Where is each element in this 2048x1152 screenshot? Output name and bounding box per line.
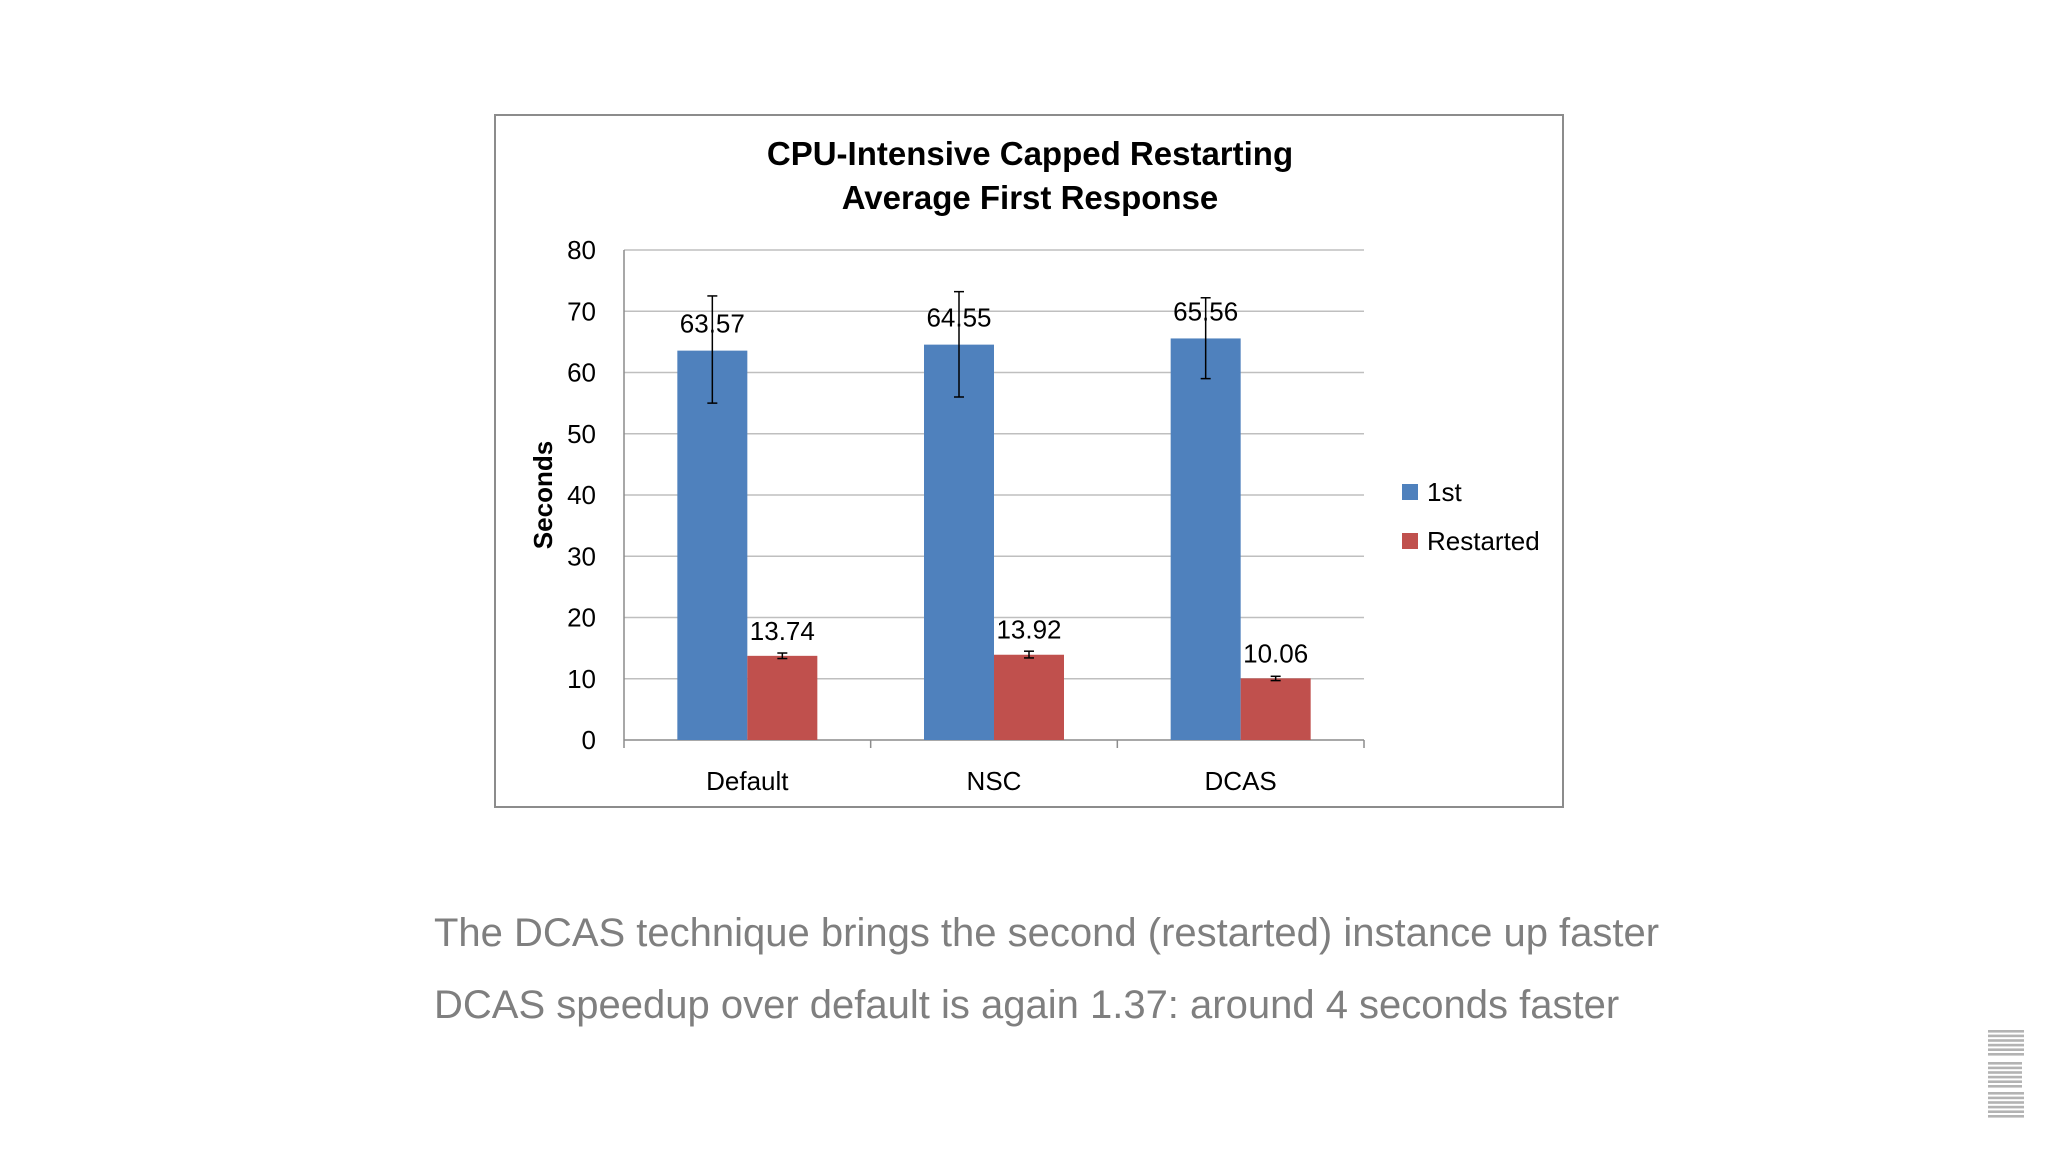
caption-line-2: DCAS speedup over default is again 1.37:… bbox=[434, 983, 1620, 1027]
ibm-logo bbox=[1988, 1030, 2024, 1118]
y-tick-label: 70 bbox=[567, 296, 596, 326]
logo-stripe bbox=[1988, 1101, 2024, 1104]
y-axis-label: Seconds bbox=[528, 441, 558, 549]
bar-restarted-nsc bbox=[994, 654, 1064, 740]
logo-stripe bbox=[1988, 1096, 2024, 1100]
logo-stripe bbox=[1988, 1062, 2022, 1065]
data-label: 13.92 bbox=[996, 615, 1061, 645]
x-tick-label: DCAS bbox=[1205, 766, 1277, 796]
data-label: 64.55 bbox=[926, 303, 991, 333]
logo-stripe bbox=[1988, 1071, 2022, 1074]
x-tick-label: Default bbox=[706, 766, 789, 796]
logo-stripe bbox=[1988, 1075, 2022, 1079]
y-tick-label: 0 bbox=[582, 725, 596, 755]
logo-stripe bbox=[1988, 1085, 2022, 1088]
y-tick-label: 50 bbox=[567, 419, 596, 449]
legend-label: 1st bbox=[1427, 477, 1462, 507]
logo-stripe bbox=[1988, 1110, 2024, 1113]
y-tick-label: 30 bbox=[567, 541, 596, 571]
logo-stripe bbox=[1988, 1039, 2024, 1042]
legend-swatch bbox=[1402, 484, 1418, 500]
logo-stripe bbox=[1988, 1066, 2022, 1070]
data-label: 13.74 bbox=[750, 616, 815, 646]
data-label: 63.57 bbox=[680, 309, 745, 339]
y-tick-label: 80 bbox=[567, 235, 596, 265]
bar-1st-nsc bbox=[924, 344, 994, 740]
y-tick-label: 40 bbox=[567, 480, 596, 510]
y-tick-label: 20 bbox=[567, 603, 596, 633]
bar-restarted-default bbox=[747, 655, 818, 740]
y-tick-label: 60 bbox=[567, 358, 596, 388]
data-label: 10.06 bbox=[1243, 638, 1308, 668]
bar-1st-dcas bbox=[1170, 338, 1241, 740]
logo-stripe bbox=[1988, 1105, 2024, 1109]
logo-stripe bbox=[1988, 1030, 2024, 1033]
chart-title: CPU-Intensive Capped Restarting bbox=[767, 135, 1293, 172]
bar-1st-default bbox=[677, 350, 748, 740]
logo-stripe bbox=[1988, 1092, 2024, 1095]
legend-swatch bbox=[1402, 533, 1418, 549]
bar-restarted-dcas bbox=[1240, 678, 1311, 740]
chart-subtitle: Average First Response bbox=[842, 179, 1219, 216]
x-tick-label: NSC bbox=[967, 766, 1022, 796]
logo-stripe bbox=[1988, 1034, 2024, 1038]
logo-stripe bbox=[1988, 1053, 2024, 1056]
legend-label: Restarted bbox=[1427, 526, 1540, 556]
logo-stripe bbox=[1988, 1115, 2024, 1118]
logo-stripe bbox=[1988, 1043, 2024, 1047]
caption-line-1: The DCAS technique brings the second (re… bbox=[434, 911, 1660, 955]
logo-stripe bbox=[1988, 1048, 2024, 1051]
y-tick-label: 10 bbox=[567, 664, 596, 694]
logo-stripe bbox=[1988, 1080, 2022, 1083]
data-label: 65.56 bbox=[1173, 296, 1238, 326]
